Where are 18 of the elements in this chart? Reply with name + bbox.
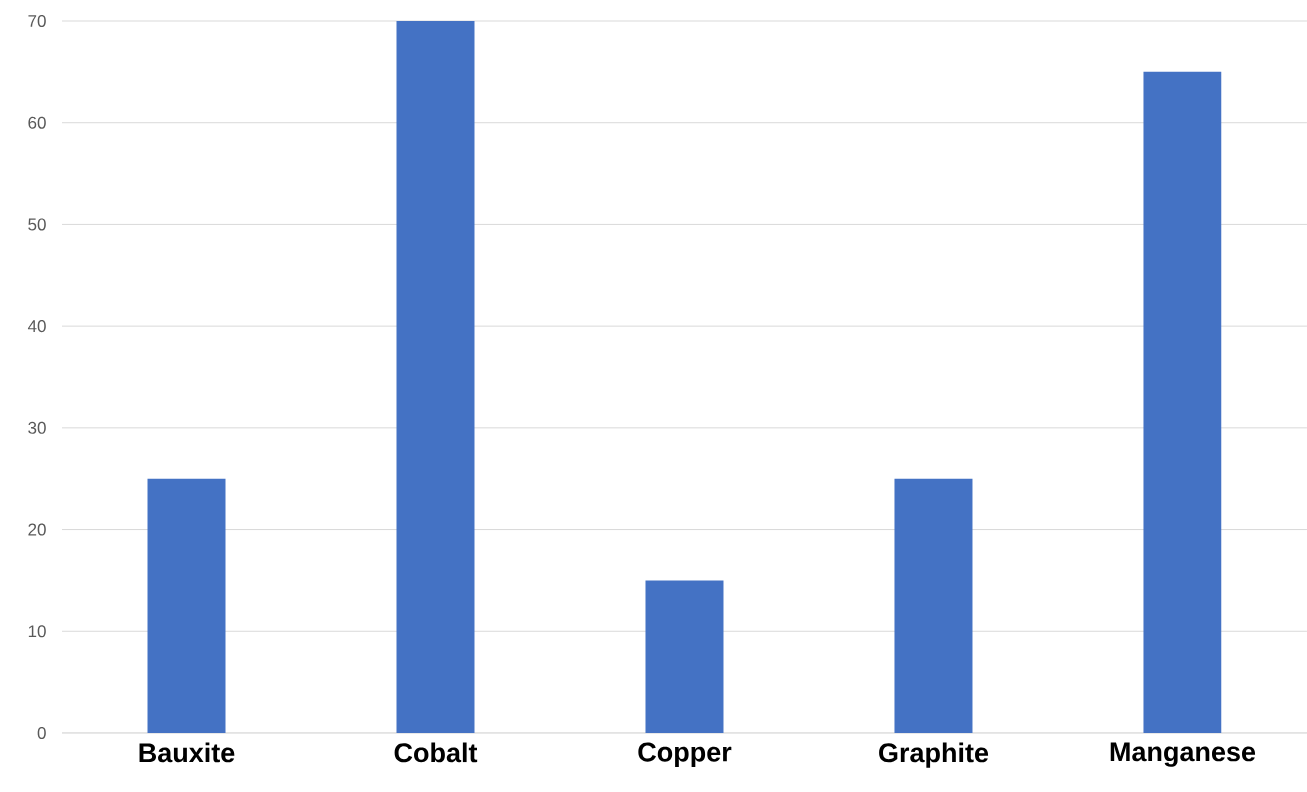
x-tick-label: Manganese <box>1110 742 1256 767</box>
x-tick-label: Bauxite <box>139 742 235 763</box>
y-tick-label: 60 <box>28 116 46 129</box>
y-tick-label: 70 <box>28 14 46 28</box>
y-tick-label: 40 <box>27 320 46 333</box>
bar <box>1143 71 1222 733</box>
y-tick-label: 50 <box>28 218 46 231</box>
bar <box>147 478 226 733</box>
bar <box>396 20 475 733</box>
y-tick-label: 20 <box>28 523 46 536</box>
y-tick-label: 30 <box>28 421 46 434</box>
bar <box>894 478 973 733</box>
bar <box>645 580 724 733</box>
y-tick-label: 10 <box>28 625 46 638</box>
x-tick-label: Copper <box>638 742 732 767</box>
x-tick-label: Cobalt <box>394 742 478 763</box>
x-tick-label: Graphite <box>879 742 989 768</box>
y-tick-label: 0 <box>37 726 46 740</box>
